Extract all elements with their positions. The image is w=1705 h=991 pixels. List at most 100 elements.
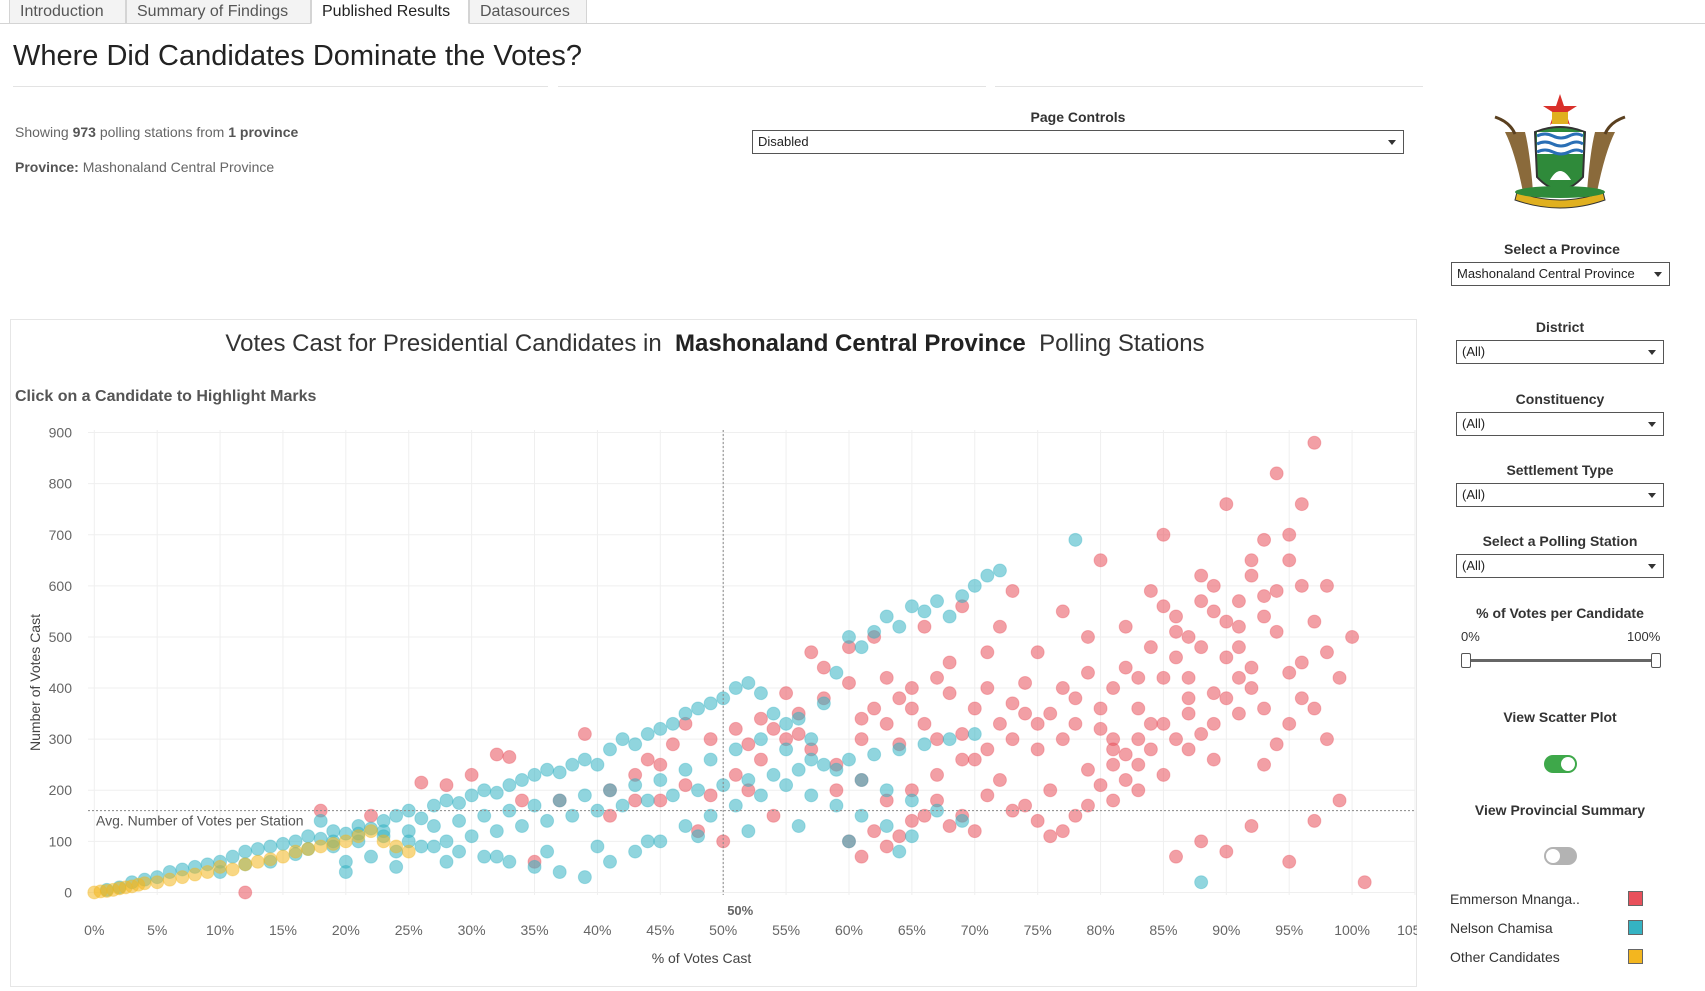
polling-station-filter-dropdown[interactable]: (All) xyxy=(1456,554,1664,578)
data-point xyxy=(917,619,932,634)
data-point xyxy=(779,686,794,701)
data-point xyxy=(1181,670,1196,685)
data-point xyxy=(313,839,328,854)
data-point xyxy=(1005,583,1020,598)
data-point xyxy=(1043,783,1058,798)
data-point xyxy=(892,742,907,757)
legend-chamisa-label[interactable]: Nelson Chamisa xyxy=(1450,920,1553,936)
legend-chamisa-swatch[interactable] xyxy=(1628,920,1643,935)
legend-other-swatch[interactable] xyxy=(1628,949,1643,964)
data-point xyxy=(602,742,617,757)
data-point xyxy=(1080,798,1095,813)
data-point xyxy=(1106,681,1121,696)
data-point xyxy=(1143,640,1158,655)
tab-datasources[interactable]: Datasources xyxy=(469,0,587,24)
chart-container xyxy=(10,319,1417,987)
district-filter-label: District xyxy=(1535,319,1585,335)
data-point xyxy=(1194,834,1209,849)
data-point xyxy=(1294,578,1309,593)
data-point xyxy=(930,670,945,685)
y-axis-title: Number of Votes Cast xyxy=(27,614,43,751)
legend-other-label[interactable]: Other Candidates xyxy=(1450,949,1560,965)
pct-slider-min-handle[interactable] xyxy=(1461,653,1471,668)
data-point xyxy=(980,742,995,757)
chevron-down-icon xyxy=(1648,350,1656,355)
legend-emmerson-label[interactable]: Emmerson Mnanga.. xyxy=(1450,891,1580,907)
data-point xyxy=(753,788,768,803)
province-info: Province: Mashonaland Central Province xyxy=(15,159,275,175)
data-point xyxy=(804,752,819,767)
data-point xyxy=(439,854,454,869)
data-point xyxy=(728,742,743,757)
divider xyxy=(558,86,986,87)
data-point xyxy=(741,773,756,788)
data-point xyxy=(1219,614,1234,629)
constituency-filter-dropdown[interactable]: (All) xyxy=(1456,412,1664,436)
data-point xyxy=(992,563,1007,578)
data-point xyxy=(225,849,240,864)
data-point xyxy=(628,737,643,752)
pct-slider-max-handle[interactable] xyxy=(1651,653,1661,668)
data-point xyxy=(565,757,580,772)
data-point xyxy=(766,721,781,736)
chevron-down-icon xyxy=(1648,564,1656,569)
data-point xyxy=(917,716,932,731)
data-point xyxy=(1030,716,1045,731)
data-point xyxy=(967,701,982,716)
data-point xyxy=(1269,624,1284,639)
data-point xyxy=(489,785,504,800)
data-point xyxy=(1206,686,1221,701)
data-point xyxy=(703,788,718,803)
data-point xyxy=(1231,640,1246,655)
provincial-summary-toggle[interactable] xyxy=(1544,847,1577,865)
data-point xyxy=(250,842,265,857)
district-filter-dropdown[interactable]: (All) xyxy=(1456,340,1664,364)
pct-slider-track[interactable] xyxy=(1466,659,1656,662)
data-point xyxy=(275,836,290,851)
data-point xyxy=(1055,681,1070,696)
data-point xyxy=(1093,721,1108,736)
data-point xyxy=(879,839,894,854)
scatter-plot-toggle[interactable] xyxy=(1544,755,1577,773)
data-point xyxy=(1282,553,1297,568)
y-tick-label: 900 xyxy=(49,425,73,441)
data-point xyxy=(1307,701,1322,716)
data-point xyxy=(464,767,479,782)
data-point xyxy=(841,629,856,644)
x-tick-label: 65% xyxy=(898,922,926,938)
data-point xyxy=(867,701,882,716)
data-point xyxy=(540,762,555,777)
data-point xyxy=(1181,691,1196,706)
chevron-down-icon xyxy=(1648,493,1656,498)
data-point xyxy=(288,844,303,859)
pct-slider-label: % of Votes per Candidate xyxy=(1476,605,1644,621)
district-filter-value: (All) xyxy=(1462,344,1486,359)
data-point xyxy=(1143,742,1158,757)
data-point xyxy=(1332,670,1347,685)
scatter-plot[interactable]: 0% 5% 10% 15% 20% 25% 30% 35% 40% 45% 50% 55% 60% 65%… xyxy=(10,410,1417,980)
chevron-down-icon xyxy=(1648,422,1656,427)
tab-published-results[interactable]: Published Results xyxy=(311,0,469,24)
data-point xyxy=(1294,691,1309,706)
tab-summary-of-findings[interactable]: Summary of Findings xyxy=(126,0,311,24)
data-point xyxy=(577,870,592,885)
settlement-filter-dropdown[interactable]: (All) xyxy=(1456,483,1664,507)
page-controls-dropdown[interactable]: Disabled xyxy=(752,130,1404,154)
data-point xyxy=(1219,691,1234,706)
data-point xyxy=(1106,757,1121,772)
x-tick-label: 100% xyxy=(1334,922,1370,938)
data-point xyxy=(930,767,945,782)
x-tick-label: 55% xyxy=(772,922,800,938)
data-point xyxy=(452,844,467,859)
data-point xyxy=(1282,716,1297,731)
data-point xyxy=(389,808,404,823)
constituency-filter-value: (All) xyxy=(1462,416,1486,431)
tab-introduction[interactable]: Introduction xyxy=(9,0,126,24)
data-point xyxy=(1018,706,1033,721)
data-point xyxy=(917,604,932,619)
data-point xyxy=(326,836,341,851)
data-point xyxy=(980,788,995,803)
data-point xyxy=(615,732,630,747)
legend-emmerson-swatch[interactable] xyxy=(1628,891,1643,906)
province-filter-dropdown[interactable]: Mashonaland Central Province xyxy=(1451,262,1670,286)
